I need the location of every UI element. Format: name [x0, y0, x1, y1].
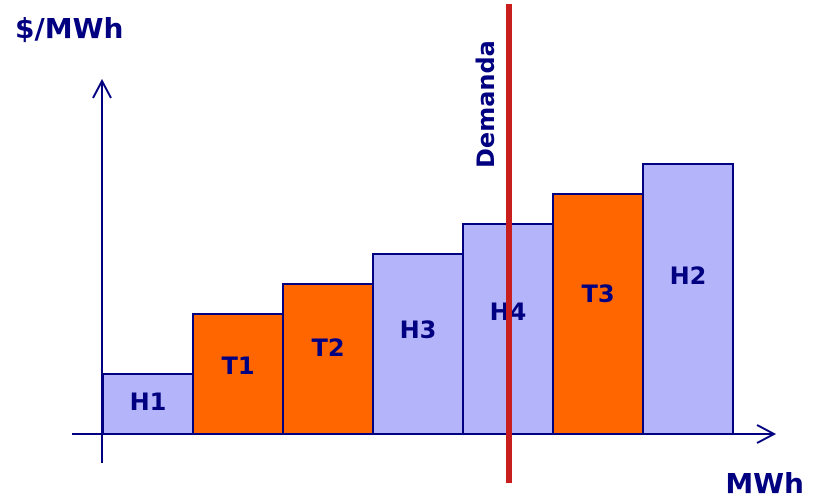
x-axis-label: MWh	[725, 467, 804, 500]
x-axis-arrow-icon	[756, 424, 777, 444]
bar-label-h3: H3	[400, 316, 437, 344]
bar-label-t3: T3	[581, 280, 614, 308]
bar-h3	[372, 253, 464, 435]
y-axis-label: $/MWh	[15, 12, 123, 45]
bar-label-t2: T2	[311, 334, 344, 362]
bar-labels-layer: H1T1T2H3H4T3H2	[130, 262, 707, 416]
bar-t2	[282, 283, 374, 435]
bar-label-t1: T1	[221, 352, 254, 380]
bar-t1	[192, 313, 284, 435]
demand-label: Demanda	[472, 40, 500, 168]
bar-t3	[552, 193, 644, 435]
bar-label-h1: H1	[130, 388, 167, 416]
bar-label-h2: H2	[670, 262, 707, 290]
y-axis-arrow-icon	[92, 78, 112, 99]
bar-h2	[642, 163, 734, 435]
bars-layer	[102, 163, 734, 435]
